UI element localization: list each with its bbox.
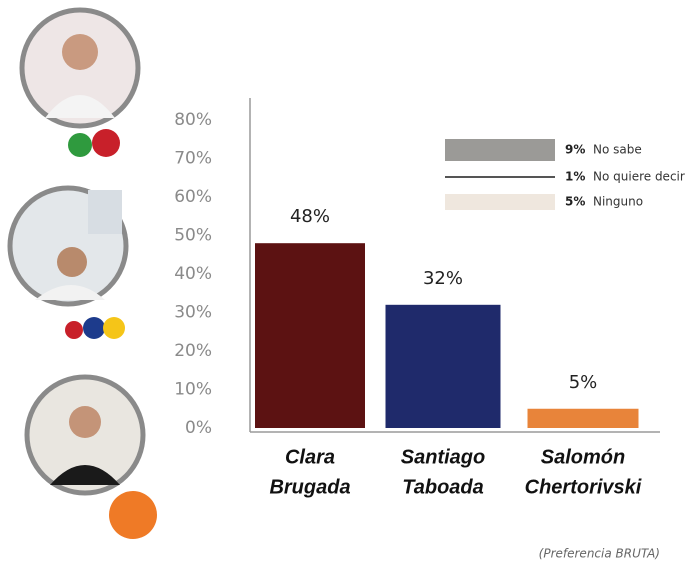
y-tick-label: 60%	[174, 187, 212, 207]
y-tick-label: 80%	[174, 110, 212, 130]
chart: (Preferencia BRUTA) 0% 10% 20% 30% 40% 50% 60%…	[0, 0, 691, 564]
legend-label: No sabe	[593, 143, 642, 157]
x-tick-label: Salomón	[541, 446, 625, 468]
y-tick-label: 20%	[174, 341, 212, 361]
legend-value: 1%	[565, 170, 585, 184]
y-tick-label: 50%	[174, 226, 212, 246]
legend-label: Ninguno	[593, 195, 643, 209]
bar	[528, 409, 639, 428]
data-label: 32%	[423, 268, 463, 289]
legend-swatch	[445, 194, 555, 210]
x-tick-label: Chertorivski	[525, 476, 642, 498]
y-tick-label: 0%	[185, 418, 212, 438]
legend-label: No quiere decir	[593, 170, 685, 184]
legend-value: 5%	[565, 195, 585, 209]
x-tick-label: Brugada	[269, 476, 350, 498]
y-tick-label: 10%	[174, 380, 212, 400]
legend-swatch	[445, 176, 555, 178]
data-label: 48%	[290, 206, 330, 227]
footnote: (Preferencia BRUTA)	[539, 547, 660, 561]
candidate-photos	[10, 10, 157, 539]
y-tick-label: 70%	[174, 149, 212, 169]
bar	[386, 305, 501, 428]
legend-value: 9%	[565, 143, 585, 157]
legend-swatch	[445, 139, 555, 161]
x-tick-label: Santiago	[401, 446, 485, 468]
x-tick-label: Clara	[285, 446, 335, 468]
x-tick-label: Taboada	[402, 476, 484, 498]
y-tick-label: 40%	[174, 264, 212, 284]
y-tick-label: 30%	[174, 303, 212, 323]
data-label: 5%	[569, 372, 598, 393]
bar	[255, 243, 365, 428]
